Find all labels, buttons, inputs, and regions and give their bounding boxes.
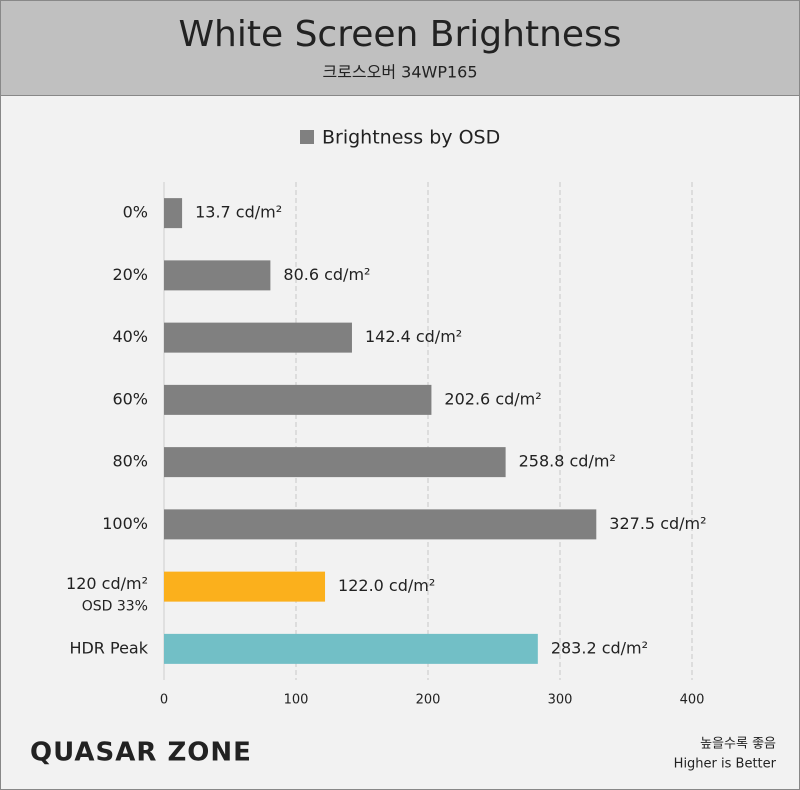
y-tick-label: 60% xyxy=(112,389,148,408)
value-label: 202.6 cd/m² xyxy=(444,389,541,408)
y-tick-label: 40% xyxy=(112,327,148,346)
legend-swatch xyxy=(300,130,314,144)
bar xyxy=(164,198,183,229)
value-label: 142.4 cd/m² xyxy=(365,327,462,346)
x-tick-label: 0 xyxy=(160,693,168,708)
chart-title: White Screen Brightness xyxy=(178,14,621,55)
x-tick-label: 400 xyxy=(680,693,705,708)
value-label: 80.6 cd/m² xyxy=(283,265,370,284)
bar xyxy=(164,322,352,353)
bar xyxy=(164,633,538,664)
chart-subtitle: 크로스오버 34WP165 xyxy=(322,63,477,82)
bar xyxy=(164,260,271,291)
y-tick-note: OSD 33% xyxy=(82,599,148,615)
legend-label: Brightness by OSD xyxy=(322,127,500,149)
footer-note: Higher is Better xyxy=(674,757,777,772)
x-tick-label: 300 xyxy=(548,693,573,708)
y-tick-label: 0% xyxy=(123,203,148,222)
value-label: 283.2 cd/m² xyxy=(551,638,648,657)
y-tick-label: HDR Peak xyxy=(69,638,148,657)
bar xyxy=(164,509,597,540)
bar xyxy=(164,447,506,478)
footer-note: 높을수록 좋음 xyxy=(700,737,776,752)
x-tick-label: 200 xyxy=(416,693,441,708)
value-label: 13.7 cd/m² xyxy=(195,203,282,222)
y-tick-label: 120 cd/m² xyxy=(66,574,148,593)
logo: QUASAR ZONE xyxy=(30,738,252,768)
value-label: 122.0 cd/m² xyxy=(338,576,435,595)
value-label: 258.8 cd/m² xyxy=(519,452,616,471)
x-tick-label: 100 xyxy=(284,693,309,708)
bar xyxy=(164,384,432,415)
value-label: 327.5 cd/m² xyxy=(609,514,706,533)
y-tick-label: 80% xyxy=(112,452,148,471)
y-tick-label: 20% xyxy=(112,265,148,284)
header xyxy=(0,0,800,96)
bar xyxy=(164,571,326,602)
y-tick-label: 100% xyxy=(102,514,148,533)
